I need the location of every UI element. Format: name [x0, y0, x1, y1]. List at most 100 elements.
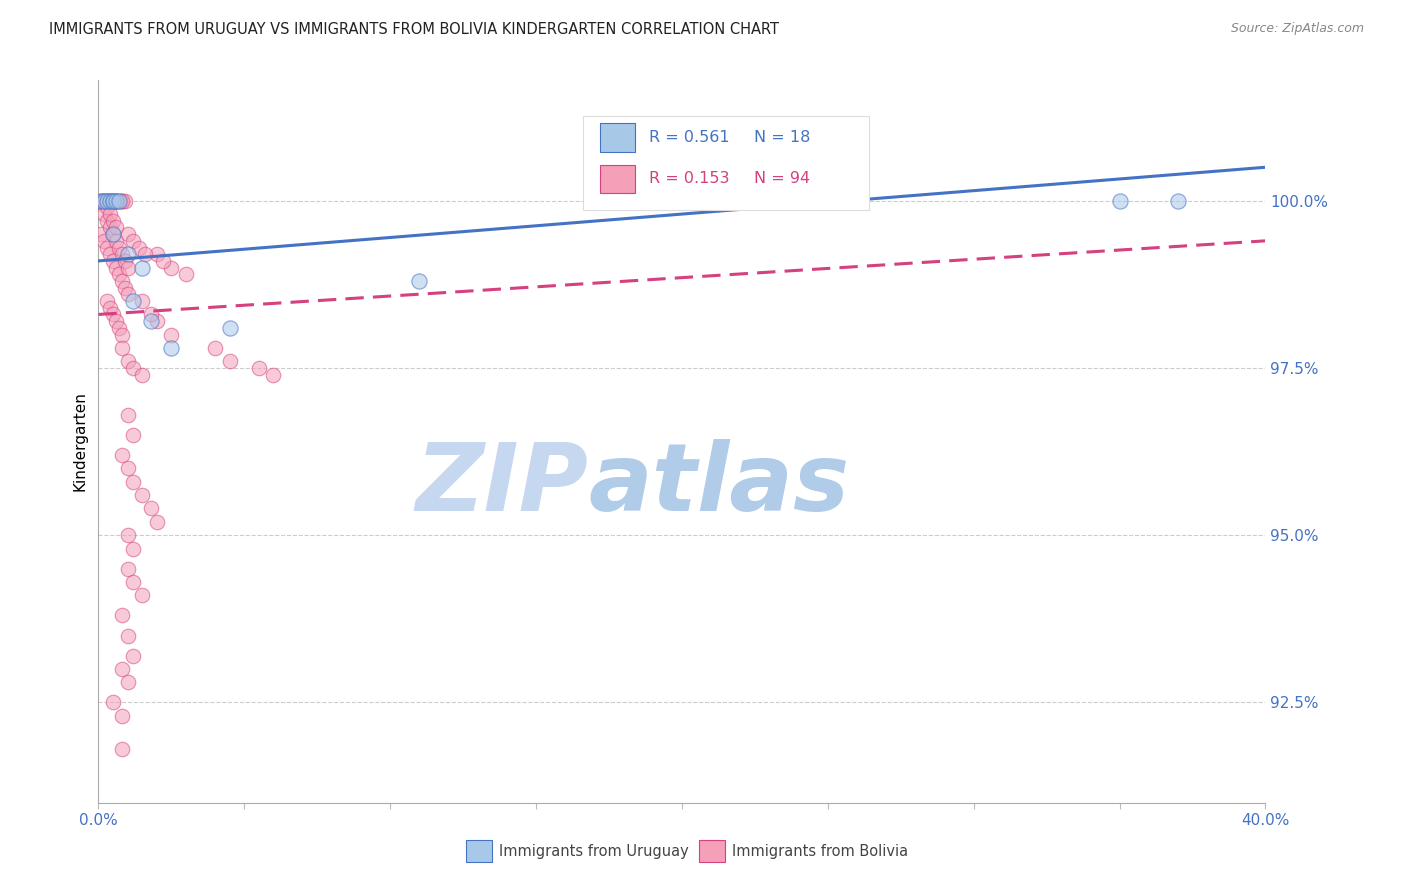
Point	[122, 475, 145, 489]
Point	[104, 220, 127, 235]
Point	[111, 742, 134, 756]
Point	[117, 260, 139, 275]
Point	[108, 267, 131, 281]
Point	[111, 608, 134, 623]
Point	[90, 194, 112, 208]
FancyBboxPatch shape	[582, 117, 869, 211]
Point	[98, 220, 121, 235]
Point	[117, 461, 139, 475]
Point	[101, 695, 124, 709]
Point	[114, 194, 136, 208]
Point	[101, 227, 124, 241]
Point	[90, 194, 112, 208]
Point	[131, 293, 153, 308]
Text: N = 94: N = 94	[754, 171, 810, 186]
Point	[122, 293, 145, 308]
Point	[122, 427, 145, 442]
Bar	[600, 123, 636, 153]
Point	[139, 314, 162, 328]
Point	[122, 541, 145, 556]
Point	[111, 194, 134, 208]
Point	[174, 267, 197, 281]
Point	[93, 207, 115, 221]
Point	[96, 240, 118, 254]
Point	[98, 194, 121, 208]
Point	[96, 194, 118, 208]
Point	[101, 194, 124, 208]
Point	[108, 194, 131, 208]
Point	[122, 574, 145, 589]
Point	[114, 280, 136, 294]
Point	[247, 360, 270, 375]
Point	[111, 327, 134, 342]
Point	[117, 629, 139, 643]
Point	[117, 528, 139, 542]
Point	[93, 194, 115, 208]
Text: atlas: atlas	[589, 439, 849, 531]
Point	[262, 368, 284, 382]
Point	[111, 247, 134, 261]
Point	[152, 253, 174, 268]
Point	[131, 588, 153, 602]
Point	[101, 253, 124, 268]
Point	[98, 194, 121, 208]
Point	[1108, 194, 1130, 208]
Point	[108, 321, 131, 335]
Point	[96, 200, 118, 214]
Point	[134, 247, 156, 261]
Point	[160, 327, 183, 342]
Point	[408, 274, 430, 288]
Point	[101, 227, 124, 241]
Point	[108, 194, 131, 208]
Point	[146, 247, 169, 261]
Point	[101, 194, 124, 208]
Point	[104, 194, 127, 208]
Point	[146, 515, 169, 529]
Point	[114, 253, 136, 268]
Point	[101, 213, 124, 227]
Point	[93, 234, 115, 248]
Point	[131, 260, 153, 275]
Text: N = 18: N = 18	[754, 130, 811, 145]
Point	[117, 287, 139, 301]
Point	[122, 234, 145, 248]
Point	[98, 194, 121, 208]
Point	[104, 194, 127, 208]
Point	[1167, 194, 1189, 208]
Point	[218, 321, 240, 335]
Point	[111, 448, 134, 462]
Point	[90, 194, 112, 208]
Text: ZIP: ZIP	[416, 439, 589, 531]
Point	[93, 194, 115, 208]
Point	[96, 194, 118, 208]
Point	[96, 194, 118, 208]
Point	[117, 561, 139, 575]
Point	[98, 247, 121, 261]
Point	[98, 194, 121, 208]
Text: IMMIGRANTS FROM URUGUAY VS IMMIGRANTS FROM BOLIVIA KINDERGARTEN CORRELATION CHAR: IMMIGRANTS FROM URUGUAY VS IMMIGRANTS FR…	[49, 22, 779, 37]
Point	[104, 314, 127, 328]
Y-axis label: Kindergarten: Kindergarten	[72, 392, 87, 491]
Point	[204, 341, 226, 355]
Point	[111, 274, 134, 288]
Point	[111, 194, 134, 208]
Point	[111, 708, 134, 723]
Point	[160, 341, 183, 355]
Point	[117, 354, 139, 368]
Point	[96, 213, 118, 227]
Text: R = 0.153: R = 0.153	[650, 171, 730, 186]
Point	[117, 675, 139, 690]
Point	[96, 293, 118, 308]
Point	[90, 227, 112, 241]
Point	[104, 194, 127, 208]
Point	[101, 194, 124, 208]
Point	[117, 227, 139, 241]
Point	[90, 194, 112, 208]
Point	[122, 360, 145, 375]
Point	[122, 648, 145, 663]
Point	[111, 341, 134, 355]
Point	[108, 194, 131, 208]
Point	[117, 247, 139, 261]
Point	[104, 194, 127, 208]
Point	[108, 240, 131, 254]
